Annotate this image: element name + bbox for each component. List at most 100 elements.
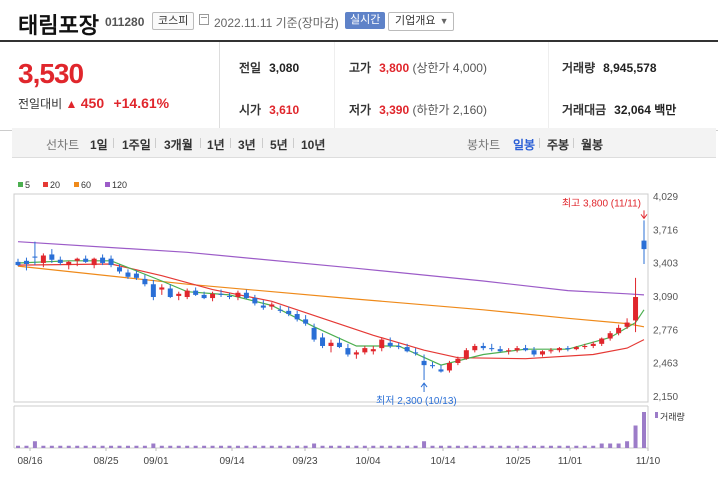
divider (262, 138, 263, 148)
candle (387, 342, 393, 346)
candle (455, 358, 461, 364)
volume-bar (481, 445, 486, 448)
candle (303, 319, 309, 324)
volume-bar (269, 445, 274, 448)
volume-bar (244, 445, 249, 448)
candle-weekly[interactable]: 주봉 (547, 138, 570, 152)
divider (155, 138, 156, 148)
price-chart[interactable]: 5 20 60 120 4,029 3,716 3,403 3,090 2,776 2,463 2,… (0, 160, 718, 478)
candle (277, 309, 283, 311)
volume-bar (379, 445, 384, 448)
volume-bar (16, 445, 20, 448)
period-1d[interactable]: 1일 (90, 138, 108, 152)
volume-bar (599, 443, 604, 448)
calendar-icon (199, 14, 209, 25)
volume-bar (396, 445, 401, 448)
candle (32, 256, 38, 258)
ma20-line (17, 263, 645, 360)
volume-bar (582, 445, 587, 448)
candle (463, 350, 469, 359)
x-tick-label: 09/14 (219, 456, 244, 467)
company-overview-label: 기업개요 (395, 15, 436, 27)
divider (113, 138, 114, 148)
candle (167, 288, 173, 298)
high-annotation: 최고 3,800 (11/11) (562, 197, 641, 209)
candle (243, 292, 249, 299)
candle-monthly[interactable]: 월봉 (581, 138, 604, 152)
candle (210, 293, 216, 299)
volume-label: 거래량 (660, 411, 685, 422)
volume-bar (345, 445, 350, 448)
ma5-line (17, 260, 645, 366)
volume-bar (413, 445, 418, 448)
volume-bar (261, 445, 266, 448)
title-row: 태림포장 011280 코스피 2022.11.11 기준(장마감) 실시간 기… (0, 0, 718, 40)
candle (413, 352, 419, 354)
stock-name: 태림포장 (18, 13, 99, 38)
volume-bar (438, 445, 443, 448)
volume-bar (532, 445, 537, 448)
candle-chart-label: 봉차트 (467, 138, 501, 152)
candle (607, 333, 613, 339)
volume-bar (625, 441, 630, 448)
candle (548, 350, 554, 352)
legend-label-120: 120 (112, 180, 127, 190)
divider (548, 42, 549, 130)
period-10y[interactable]: 10년 (301, 138, 326, 152)
volume-bar (235, 445, 240, 448)
current-price: 3,530 (18, 58, 84, 89)
candle (430, 365, 436, 367)
divider (230, 138, 231, 148)
volume-bar (32, 441, 37, 448)
volume-bar (472, 445, 477, 448)
divider (573, 138, 574, 148)
period-5y[interactable]: 5년 (270, 138, 288, 152)
candle (49, 254, 55, 260)
live-button[interactable]: 실시간 (345, 12, 386, 29)
period-1w[interactable]: 1주일 (122, 138, 151, 152)
volume-bar (498, 445, 503, 448)
x-tick-label: 11/01 (558, 456, 583, 467)
volume-bar (548, 445, 553, 448)
candle (176, 293, 182, 296)
volume-bar (320, 445, 325, 448)
volume-bar (608, 443, 613, 448)
candle (328, 342, 334, 346)
period-3y[interactable]: 3년 (238, 138, 256, 152)
candle (370, 349, 376, 352)
candle (193, 290, 199, 295)
candle (362, 348, 368, 353)
candle (573, 347, 579, 350)
chevron-down-icon: ▼ (439, 16, 449, 26)
prev-close-value: 3,080 (269, 61, 300, 75)
candle (523, 348, 529, 351)
high-label: 고가 (349, 61, 372, 75)
volume-bar (337, 445, 342, 448)
volume-bar (489, 445, 494, 448)
trade-amount: 거래대금 32,064 백만 (562, 101, 676, 118)
company-overview-dropdown[interactable]: 기업개요 ▼ (388, 12, 455, 31)
candle (125, 272, 131, 277)
high-value: 3,800 (379, 61, 410, 75)
volume-bar (66, 445, 71, 448)
volume-bar (515, 445, 520, 448)
candle (590, 343, 596, 346)
volume-bar (176, 445, 181, 448)
x-tick-label: 08/25 (93, 456, 118, 467)
candle (624, 322, 630, 327)
candle (641, 240, 647, 250)
upper-limit: (상한가 4,000) (412, 61, 487, 75)
volume-bar (371, 445, 376, 448)
x-tick-label: 10/14 (430, 456, 455, 467)
period-1y[interactable]: 1년 (207, 138, 225, 152)
volume-bar (219, 445, 224, 448)
low-label: 저가 (349, 103, 372, 117)
candle-daily[interactable]: 일봉 (513, 138, 536, 152)
candle (472, 345, 478, 351)
volume-bar (422, 441, 427, 448)
period-3m[interactable]: 3개월 (164, 138, 193, 152)
volume-value: 8,945,578 (603, 61, 657, 75)
candle (142, 278, 148, 285)
volume-bar (591, 445, 596, 448)
candle (117, 267, 123, 272)
